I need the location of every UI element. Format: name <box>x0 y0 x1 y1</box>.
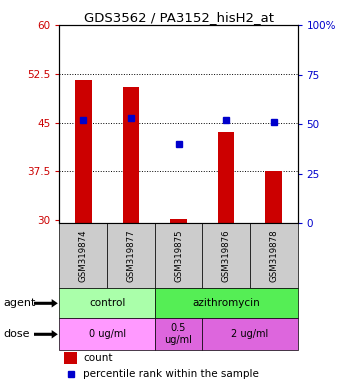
Bar <box>155 318 202 351</box>
Bar <box>202 318 298 351</box>
Text: GSM319878: GSM319878 <box>269 230 278 282</box>
Bar <box>59 223 107 288</box>
Title: GDS3562 / PA3152_hisH2_at: GDS3562 / PA3152_hisH2_at <box>84 11 273 24</box>
Bar <box>64 353 77 364</box>
Text: control: control <box>89 298 125 308</box>
Bar <box>107 223 155 288</box>
Text: percentile rank within the sample: percentile rank within the sample <box>83 369 259 379</box>
Bar <box>250 223 298 288</box>
Bar <box>59 318 155 351</box>
Bar <box>155 288 298 318</box>
Text: count: count <box>83 353 113 363</box>
Text: 0.5
ug/ml: 0.5 ug/ml <box>165 323 192 345</box>
Bar <box>122 87 139 223</box>
Text: GSM319876: GSM319876 <box>222 230 231 282</box>
Text: azithromycin: azithromycin <box>192 298 260 308</box>
Text: 2 ug/ml: 2 ug/ml <box>231 329 269 339</box>
Text: 0 ug/ml: 0 ug/ml <box>88 329 126 339</box>
Bar <box>155 223 202 288</box>
Text: GSM319874: GSM319874 <box>79 230 88 282</box>
Text: GSM319877: GSM319877 <box>126 230 135 282</box>
Text: GSM319875: GSM319875 <box>174 230 183 282</box>
Bar <box>265 171 282 223</box>
Bar <box>75 80 91 223</box>
Text: dose: dose <box>3 329 30 339</box>
Bar <box>202 223 250 288</box>
Bar <box>59 288 155 318</box>
Bar <box>170 219 187 223</box>
Text: agent: agent <box>3 298 36 308</box>
Bar <box>218 132 234 223</box>
